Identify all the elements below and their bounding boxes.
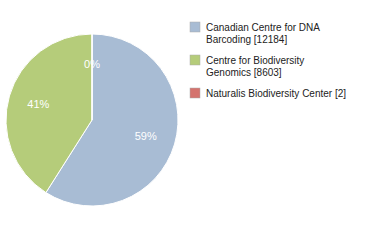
legend-label: Canadian Centre for DNABarcoding [12184]: [206, 22, 320, 46]
legend: Canadian Centre for DNABarcoding [12184]…: [190, 22, 346, 99]
legend-label: Naturalis Biodiversity Center [2]: [206, 88, 346, 99]
pie-slice: [6, 34, 92, 193]
data-label: 0%: [84, 58, 100, 70]
chart: 59% 41% 0% Canadian Centre for DNABarcoding…: [0, 0, 380, 240]
legend-swatch: [190, 55, 200, 65]
legend-swatch: [190, 88, 200, 98]
data-label: 41%: [27, 98, 49, 110]
slices: [6, 34, 178, 206]
legend-label: Centre for BiodiversityGenomics [8603]: [206, 55, 304, 79]
legend-swatch: [190, 22, 200, 32]
data-label: 59%: [135, 130, 157, 142]
pie-slice: [92, 34, 93, 120]
data-labels: 59% 41% 0%: [27, 58, 157, 141]
